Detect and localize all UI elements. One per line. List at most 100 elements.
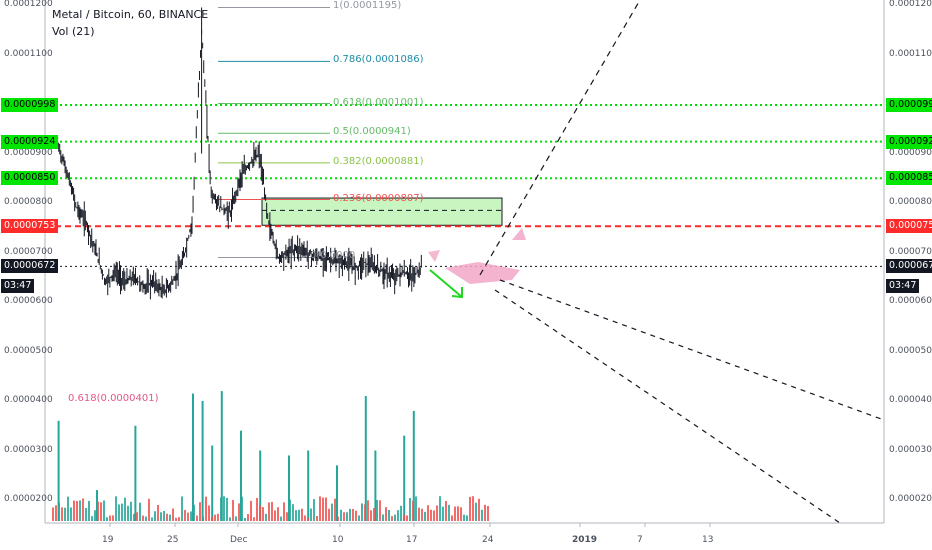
volume-bar (262, 507, 264, 521)
volume-bar (361, 503, 363, 521)
volume-bar (364, 504, 366, 521)
volume-bar (79, 500, 81, 521)
right-price-tick-label: 0.0001100 (889, 48, 932, 59)
volume-bar (478, 498, 480, 521)
volume-bar (229, 517, 231, 521)
left-price-tick-label: 0.0001200 (4, 0, 53, 9)
time-axis-tick-label: 10 (332, 535, 344, 545)
green-arrow-line (429, 269, 463, 298)
left-price-tick-label: 0.0000300 (4, 444, 53, 455)
volume-bar (352, 508, 354, 521)
volume-bar (331, 503, 333, 521)
volume-bar (256, 497, 258, 521)
volume-bar (322, 497, 324, 521)
volume-bar (73, 500, 75, 521)
volume-bar (343, 512, 345, 521)
left-price-tick-label: 0.0000700 (4, 246, 53, 257)
volume-bar (334, 498, 336, 521)
left-level-badge: 0.0000924 (1, 134, 59, 149)
volume-bar (373, 508, 375, 521)
pink-projection-arrow (512, 228, 526, 240)
volume-bar (310, 508, 312, 521)
volume-bar (289, 499, 291, 521)
volume-bar (241, 496, 243, 521)
volume-bar (469, 496, 471, 521)
volume-bar (85, 507, 87, 521)
volume-bar (307, 450, 310, 521)
volume-bar (58, 502, 60, 521)
volume-bar (319, 496, 321, 521)
volume-bar (292, 504, 294, 521)
time-axis-tick-label: 25 (167, 535, 179, 545)
volume-bar (340, 509, 342, 521)
volume-bar (463, 514, 465, 521)
time-axis-tick-label: 17 (406, 535, 418, 545)
volume-bar (97, 501, 99, 521)
volume-bar (391, 516, 393, 521)
volume-bar (181, 496, 183, 521)
volume-bar (148, 498, 150, 521)
right-price-tick-label: 0.0000900 (889, 147, 932, 158)
volume-bar (259, 450, 262, 521)
volume-bar (64, 507, 66, 521)
volume-bar (412, 500, 414, 521)
volume-bar (94, 510, 96, 521)
volume-bar (316, 516, 318, 521)
volume-bar (205, 496, 207, 521)
volume-bar (134, 425, 137, 521)
volume-bar (130, 501, 132, 521)
left-level-badge: 0.0000998 (1, 97, 59, 112)
volume-bar (121, 503, 123, 521)
volume-bar (427, 505, 429, 521)
volume-bar (235, 516, 237, 521)
volume-bar (439, 496, 441, 521)
volume-bar (166, 513, 168, 521)
volume-bar (376, 499, 378, 521)
volume-bar (106, 517, 108, 521)
volume-bar (394, 514, 396, 521)
volume-bar (184, 509, 186, 521)
volume-bar (442, 506, 444, 521)
time-axis-tick-label: 7 (637, 535, 643, 545)
green-demand-zone (261, 197, 503, 226)
right-level-badge: 0.0000850 (886, 171, 932, 186)
volume-bar (52, 507, 54, 521)
volume-bar (139, 502, 141, 521)
volume-bar (406, 515, 408, 521)
volume-bar (364, 396, 367, 521)
volume-bar (430, 509, 432, 521)
volume-bar (424, 511, 426, 521)
fibonacci-level-label: 0.786(0.0001086) (333, 54, 424, 66)
volume-bar (307, 517, 309, 521)
volume-bar (223, 496, 225, 521)
volume-bar (415, 496, 417, 521)
volume-bar (385, 507, 387, 521)
right-price-tick-label: 0.0001200 (889, 0, 932, 9)
volume-bar (409, 498, 411, 521)
volume-bar (220, 497, 222, 521)
volume-bar (67, 496, 69, 521)
volume-bar (265, 513, 267, 521)
volume-bar (475, 502, 477, 521)
volume-bar (349, 508, 351, 521)
volume-bar (232, 500, 234, 521)
volume-bar (259, 505, 261, 521)
volume-bar (211, 445, 214, 521)
volume-bar (436, 505, 438, 521)
volume-bar (328, 508, 330, 521)
volume-bar (109, 515, 111, 521)
volume-bar (88, 500, 90, 521)
volume-bar (196, 515, 198, 521)
volume-bar (358, 515, 360, 521)
fibonacci-level-label: 0.618(0.0001001) (333, 96, 424, 108)
volume-bar (57, 420, 60, 521)
fibonacci-level-label: 0.236(0.0000807) (333, 192, 424, 204)
volume-bar (454, 506, 456, 521)
volume-bar (211, 516, 213, 521)
trend-line-down-steep (494, 289, 841, 524)
volume-bar (277, 507, 279, 521)
right-price-tick-label: 0.0000800 (889, 197, 932, 207)
volume-bar (379, 500, 381, 521)
volume-bar (145, 516, 147, 521)
